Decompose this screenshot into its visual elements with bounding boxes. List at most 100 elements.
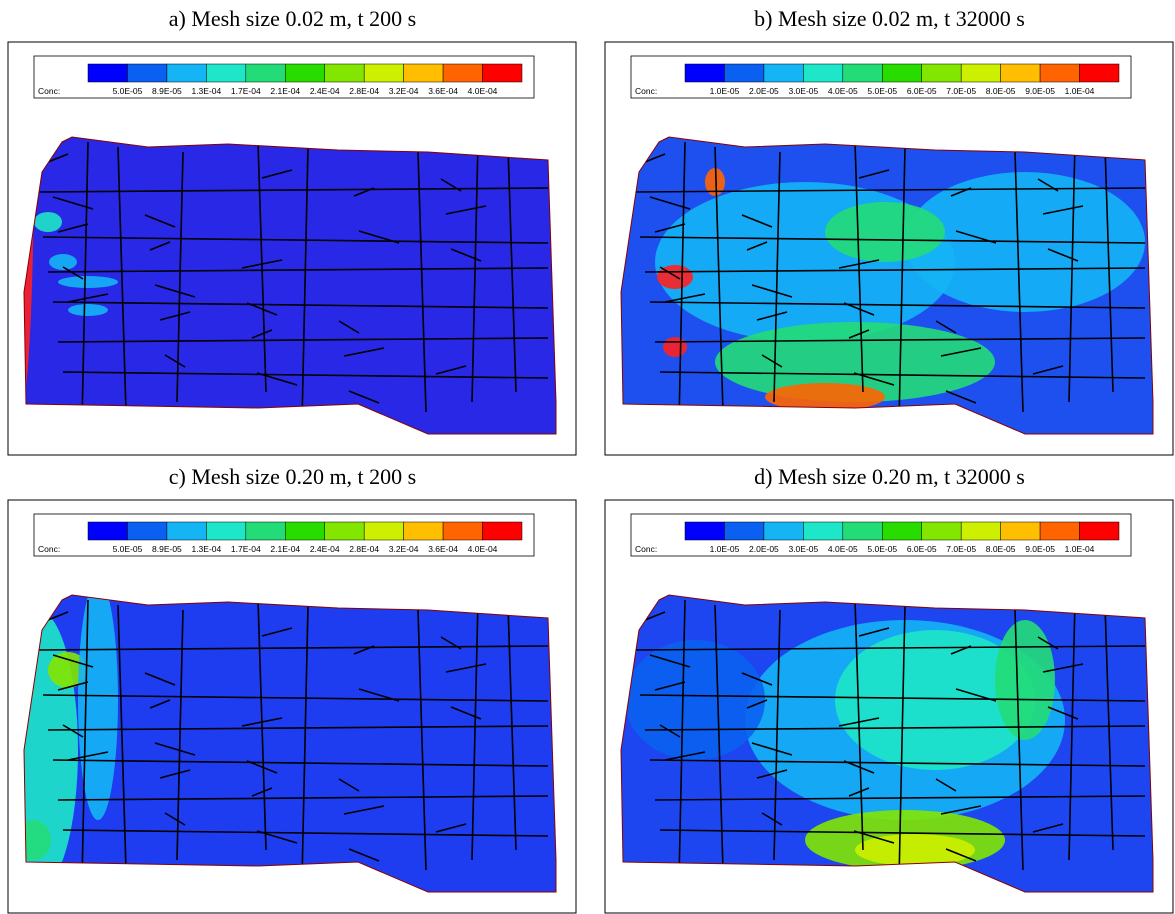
colorbar-segment bbox=[364, 64, 403, 82]
colorbar-tick: 2.4E-04 bbox=[310, 544, 340, 554]
colorbar-segment bbox=[922, 64, 961, 82]
colorbar-tick: 1.0E-05 bbox=[710, 86, 740, 96]
colorbar-segment bbox=[764, 64, 803, 82]
colorbar-tick: 6.0E-05 bbox=[907, 86, 937, 96]
colorbar-segment bbox=[404, 64, 443, 82]
colorbar-segment bbox=[843, 64, 882, 82]
figure: a) Mesh size 0.02 m, t 200 s Conc: 5.0E-05… bbox=[0, 0, 1175, 914]
colorbar-label: Conc: bbox=[635, 86, 657, 96]
colorbar-tick: 3.2E-04 bbox=[389, 86, 419, 96]
colorbar-segment bbox=[443, 64, 482, 82]
colorbar-segment bbox=[961, 64, 1000, 82]
colorbar-segment bbox=[206, 522, 245, 540]
colorbar-segment bbox=[685, 64, 724, 82]
colorbar-segment bbox=[167, 64, 206, 82]
colorbar-segment bbox=[1001, 64, 1040, 82]
concentration-zone bbox=[34, 212, 62, 232]
colorbar-segment bbox=[882, 522, 921, 540]
page: a) Mesh size 0.02 m, t 200 s Conc: 5.0E-05… bbox=[0, 0, 1175, 914]
colorbar-tick: 6.0E-05 bbox=[907, 544, 937, 554]
colorbar-segment bbox=[443, 522, 482, 540]
colorbar-tick: 1.3E-04 bbox=[191, 544, 221, 554]
colorbar-tick: 2.1E-04 bbox=[270, 86, 300, 96]
colorbar-segment bbox=[404, 522, 443, 540]
colorbar-segment bbox=[1040, 64, 1079, 82]
colorbar-tick: 9.0E-05 bbox=[1025, 544, 1055, 554]
colorbar-segment bbox=[364, 522, 403, 540]
panel: a) Mesh size 0.02 m, t 200 sConc:5.0E-05… bbox=[6, 0, 576, 455]
colorbar-tick: 2.4E-04 bbox=[310, 86, 340, 96]
colorbar-tick: 1.0E-05 bbox=[710, 544, 740, 554]
colorbar-tick: 9.0E-05 bbox=[1025, 86, 1055, 96]
colorbar-tick: 8.9E-05 bbox=[152, 86, 182, 96]
colorbar-tick: 1.0E-04 bbox=[1065, 86, 1095, 96]
colorbar-tick: 8.0E-05 bbox=[986, 544, 1016, 554]
colorbar-segment bbox=[127, 64, 166, 82]
colorbar-tick: 2.0E-05 bbox=[749, 86, 779, 96]
colorbar-segment bbox=[325, 64, 364, 82]
colorbar-segment bbox=[483, 64, 522, 82]
concentration-zone bbox=[625, 640, 765, 760]
concentration-zone bbox=[15, 820, 51, 860]
colorbar-segment bbox=[803, 522, 842, 540]
colorbar-tick: 3.2E-04 bbox=[389, 544, 419, 554]
colorbar-tick: 3.6E-04 bbox=[428, 544, 458, 554]
colorbar-tick: 3.0E-05 bbox=[788, 86, 818, 96]
panel-title: a) Mesh size 0.02 m, t 200 s bbox=[169, 6, 416, 31]
colorbar-segment bbox=[803, 64, 842, 82]
colorbar-tick: 2.0E-05 bbox=[749, 544, 779, 554]
colorbar-tick: 5.0E-05 bbox=[867, 86, 897, 96]
concentration-zone bbox=[825, 202, 945, 262]
colorbar-tick: 2.8E-04 bbox=[349, 544, 379, 554]
colorbar-segment bbox=[246, 64, 285, 82]
domain bbox=[621, 137, 1153, 434]
panel-title: c) Mesh size 0.20 m, t 200 s bbox=[169, 464, 416, 489]
colorbar-segment bbox=[206, 64, 245, 82]
colorbar-segment bbox=[88, 522, 127, 540]
colorbar-segment bbox=[167, 522, 206, 540]
colorbar-tick: 1.7E-04 bbox=[231, 544, 261, 554]
colorbar-label: Conc: bbox=[38, 544, 60, 554]
concentration-zone bbox=[663, 337, 687, 357]
panel: b) Mesh size 0.02 m, t 32000 s Conc: 1.0E-… bbox=[605, 6, 1173, 455]
colorbar-segment bbox=[843, 522, 882, 540]
colorbar-tick: 2.8E-04 bbox=[349, 86, 379, 96]
colorbar-tick: 3.0E-05 bbox=[788, 544, 818, 554]
domain bbox=[0, 580, 556, 892]
colorbar-segment bbox=[724, 64, 763, 82]
colorbar-tick: 7.0E-05 bbox=[946, 86, 976, 96]
colorbar-segment bbox=[285, 522, 324, 540]
colorbar-tick: 4.0E-05 bbox=[828, 86, 858, 96]
colorbar-label: Conc: bbox=[38, 86, 60, 96]
colorbar-segment bbox=[961, 522, 1000, 540]
colorbar-segment bbox=[483, 522, 522, 540]
colorbar-tick: 2.1E-04 bbox=[270, 544, 300, 554]
colorbar-segment bbox=[285, 64, 324, 82]
colorbar-segment bbox=[724, 522, 763, 540]
panel: c) Mesh size 0.20 m, t 200 sConc:5.0E-05… bbox=[0, 464, 576, 913]
domain bbox=[621, 595, 1153, 892]
colorbar-tick: 1.0E-04 bbox=[1065, 544, 1095, 554]
panel: d) Mesh size 0.20 m, t 32000 sConc:1.0E-… bbox=[605, 464, 1173, 913]
colorbar-tick: 7.0E-05 bbox=[946, 544, 976, 554]
concentration-zone bbox=[995, 620, 1055, 740]
colorbar-tick: 1.7E-04 bbox=[231, 86, 261, 96]
concentration-zone bbox=[58, 276, 118, 288]
colorbar-segment bbox=[922, 522, 961, 540]
colorbar-segment bbox=[764, 522, 803, 540]
colorbar-tick: 8.9E-05 bbox=[152, 544, 182, 554]
concentration-zone bbox=[68, 304, 108, 316]
colorbar-tick: 4.0E-04 bbox=[468, 86, 498, 96]
colorbar-segment bbox=[1080, 522, 1119, 540]
colorbar-segment bbox=[246, 522, 285, 540]
colorbar-segment bbox=[685, 522, 724, 540]
panel-title: b) Mesh size 0.02 m, t 32000 s bbox=[754, 6, 1025, 31]
panel-title: d) Mesh size 0.20 m, t 32000 s bbox=[754, 464, 1025, 489]
colorbar-tick: 3.6E-04 bbox=[428, 86, 458, 96]
colorbar-segment bbox=[1080, 64, 1119, 82]
colorbar-segment bbox=[1040, 522, 1079, 540]
concentration-zone bbox=[855, 834, 975, 866]
colorbar-tick: 1.3E-04 bbox=[191, 86, 221, 96]
colorbar-segment bbox=[127, 522, 166, 540]
colorbar-tick: 8.0E-05 bbox=[986, 86, 1016, 96]
